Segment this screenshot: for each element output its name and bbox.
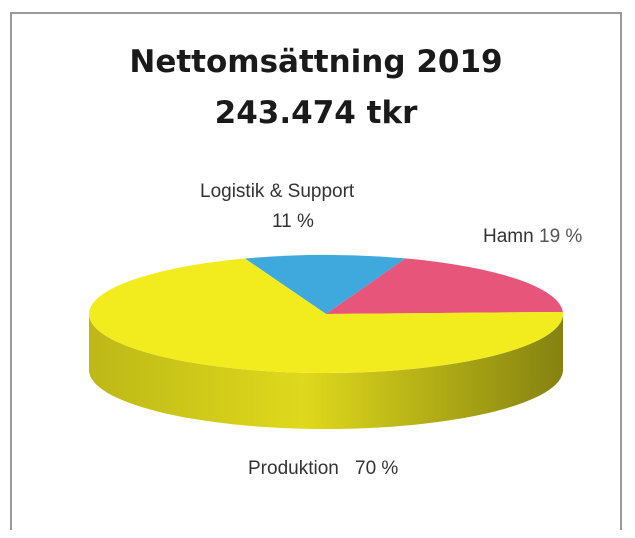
pie-side-wall xyxy=(89,314,563,429)
pie-slice-hamn xyxy=(326,258,563,314)
label-hamn-name: Hamn xyxy=(483,226,534,247)
label-hamn-percent: 19 % xyxy=(539,226,583,247)
pie-top xyxy=(88,254,563,373)
pie-slice-logistik-support xyxy=(244,254,406,314)
label-produktion-name: Produktion xyxy=(248,458,339,479)
label-logistik-support-percent: 11 % xyxy=(272,211,314,232)
chart-subtitle: 243.474 tkr xyxy=(214,95,418,131)
pie-side xyxy=(89,314,563,429)
label-logistik-support-name: Logistik & Support xyxy=(200,181,355,202)
label-produktion-percent: 70 % xyxy=(355,458,399,479)
pie-slice-produktion xyxy=(88,258,563,373)
chart-title: Nettomsättning 2019 xyxy=(129,44,503,80)
